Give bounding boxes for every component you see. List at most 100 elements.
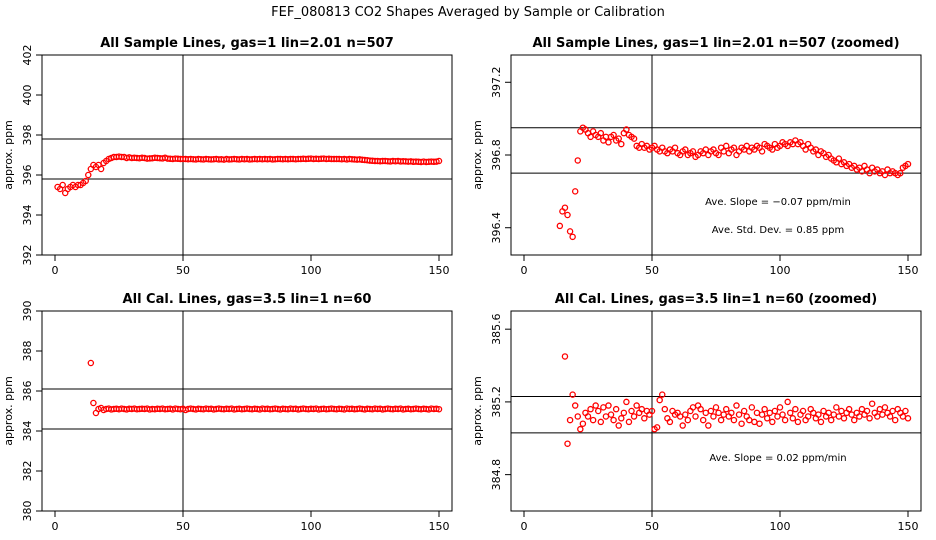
data-point — [615, 135, 622, 142]
data-point — [889, 407, 896, 415]
data-points — [87, 359, 443, 417]
data-point — [758, 411, 766, 418]
data-point — [648, 407, 656, 415]
data-point — [618, 415, 625, 422]
data-point — [763, 415, 771, 422]
data-point — [656, 396, 663, 404]
data-point — [566, 228, 574, 235]
data-point — [623, 126, 630, 133]
panel-title: All Cal. Lines, gas=3.5 lin=1 n=60 (zoom… — [555, 292, 877, 307]
plot-frame — [41, 54, 453, 256]
annotation-text: Ave. Std. Dev. = 0.85 ppm — [712, 225, 844, 236]
x-tick-label: 50 — [176, 264, 190, 277]
data-point — [730, 144, 738, 151]
data-point — [666, 418, 674, 426]
data-point — [97, 165, 105, 173]
x-tick-label: 150 — [898, 520, 919, 533]
data-point — [879, 411, 886, 418]
data-point — [684, 416, 692, 424]
panel-1: All Sample Lines, gas=1 lin=2.01 n=507 0 5… — [2, 36, 453, 277]
data-point — [904, 160, 912, 168]
data-point — [564, 211, 571, 219]
y-tick-label: 385.6 — [490, 313, 503, 345]
data-point — [633, 402, 640, 409]
data-point — [699, 416, 707, 424]
data-point — [561, 353, 569, 360]
y-tick-label: 397.2 — [490, 67, 503, 99]
data-point — [85, 171, 92, 179]
data-point — [769, 418, 776, 426]
data-point — [835, 413, 843, 420]
data-point — [815, 411, 822, 418]
data-point — [866, 415, 873, 422]
data-point — [845, 405, 853, 413]
data-point — [786, 409, 794, 417]
x-tick-label: 0 — [521, 520, 528, 533]
data-point — [756, 420, 763, 427]
data-point — [566, 416, 574, 424]
data-point — [628, 407, 635, 415]
data-point — [720, 411, 727, 418]
data-point — [781, 416, 789, 424]
data-point — [564, 440, 571, 447]
y-tick-label: 402 — [21, 45, 34, 66]
data-point — [597, 418, 605, 426]
data-point — [876, 405, 884, 413]
y-tick-label: 384.8 — [490, 459, 503, 491]
x-tick-label: 150 — [429, 264, 450, 277]
data-point — [556, 222, 564, 230]
data-point — [904, 415, 912, 422]
data-point — [682, 146, 689, 153]
data-point — [897, 169, 904, 177]
data-point — [835, 155, 843, 162]
data-point — [594, 407, 602, 415]
data-point — [435, 405, 443, 413]
data-point — [850, 416, 858, 424]
y-tick-label: 384 — [21, 421, 34, 442]
y-axis-label: approx. ppm — [471, 376, 484, 446]
data-point — [610, 131, 617, 139]
data-point — [630, 135, 638, 142]
y-tick-label: 388 — [21, 341, 34, 362]
data-point — [820, 407, 827, 415]
data-point — [902, 407, 909, 415]
data-point — [90, 399, 97, 407]
data-point — [602, 413, 610, 420]
x-tick-label: 150 — [898, 264, 919, 277]
data-point — [597, 129, 605, 137]
data-point — [886, 413, 894, 420]
data-point — [722, 405, 730, 413]
data-point — [435, 157, 443, 165]
data-point — [579, 420, 587, 427]
y-tick-label: 398 — [21, 125, 34, 146]
annotation-text: Ave. Slope = −0.07 ppm/min — [705, 197, 851, 208]
data-point — [679, 422, 686, 429]
y-tick-label: 396.4 — [490, 212, 503, 244]
y-tick-label: 380 — [21, 501, 34, 522]
x-tick-label: 150 — [429, 520, 450, 533]
y-tick-label: 394 — [21, 205, 34, 226]
data-points — [54, 153, 443, 197]
figure-title: FEF_080813 CO2 Shapes Averaged by Sample… — [271, 5, 665, 20]
data-point — [569, 391, 576, 398]
y-tick-label: 390 — [21, 301, 34, 322]
data-point — [735, 411, 743, 418]
data-point — [761, 405, 768, 413]
data-point — [574, 413, 582, 420]
data-point — [730, 416, 738, 424]
data-point — [774, 413, 781, 420]
data-point — [658, 391, 666, 398]
data-point — [87, 359, 95, 367]
data-point — [707, 407, 715, 415]
x-tick-label: 100 — [770, 520, 791, 533]
data-point — [682, 411, 689, 418]
data-point — [779, 411, 786, 418]
data-point — [758, 148, 766, 155]
data-point — [605, 402, 612, 409]
data-point — [728, 409, 735, 417]
data-points — [561, 353, 912, 447]
data-point — [868, 400, 876, 407]
data-point — [848, 411, 855, 418]
x-tick-label: 0 — [521, 264, 528, 277]
